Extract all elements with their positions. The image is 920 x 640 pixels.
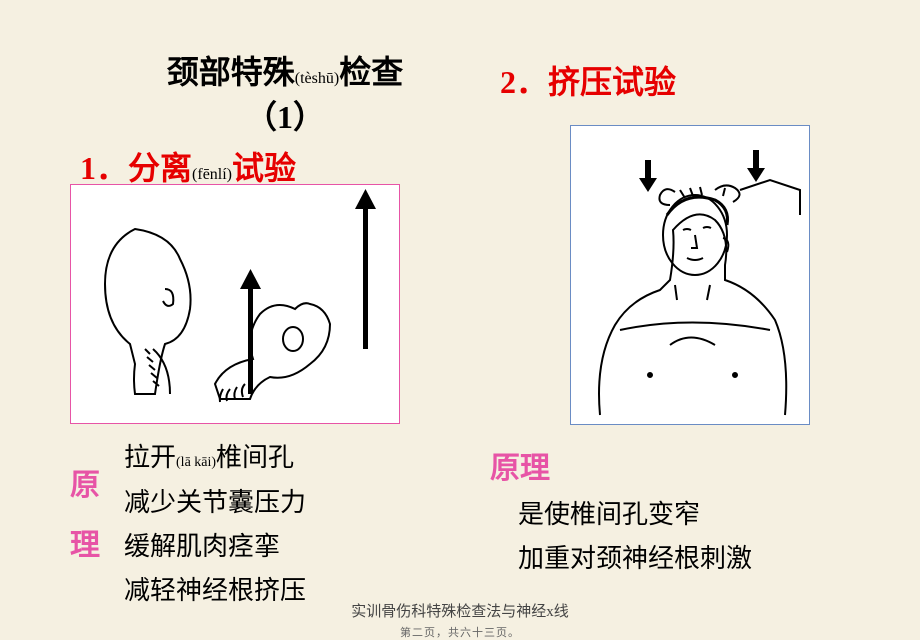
rp1: 是使椎间孔变窄 (518, 493, 890, 537)
p1-pinyin: (lā kāi) (176, 455, 216, 470)
footer-title: 实训骨伤科特殊检查法与神经x线 (0, 600, 920, 621)
right-column: 2．挤压试验 (490, 60, 890, 581)
footer-page: 第二页，共六十三页。 (0, 624, 920, 640)
illustration-separation (70, 184, 400, 424)
principle-char-1: 原 (70, 456, 100, 516)
title-mid: 特殊 (231, 54, 295, 90)
compression-test-svg (575, 130, 805, 420)
p1-a: 拉开 (124, 443, 176, 472)
illustration-compression (570, 125, 810, 425)
p1: 拉开(lā kāi)椎间孔 (124, 436, 306, 480)
h1-b: 试验 (232, 150, 296, 186)
left-column: 颈部特殊(tèshū)检查 （1） 1．分离(fēnlí)试验 (70, 50, 470, 613)
p2: 减少关节囊压力 (124, 481, 306, 525)
h1-a: 分离 (128, 150, 192, 186)
principle-label-left: 原 理 (70, 456, 100, 576)
h1-pinyin: (fēnlí) (192, 166, 232, 183)
title-pinyin: (tèshū) (295, 70, 339, 87)
title-pre: 颈部 (167, 54, 231, 90)
principle-label-right: 原理 (490, 443, 890, 487)
title-post-b: （1） (245, 99, 325, 135)
p1-b: 椎间孔 (216, 443, 294, 472)
title-post-a: 检查 (339, 54, 403, 90)
subheading-1: 1．分离(fēnlí)试验 (80, 146, 470, 191)
main-title: 颈部特殊(tèshū)检查 （1） (100, 50, 470, 140)
h1-num: 1． (80, 150, 128, 186)
principle-text-right: 是使椎间孔变窄 加重对颈神经根刺激 (518, 493, 890, 581)
principle-row-left: 原 理 拉开(lā kāi)椎间孔 减少关节囊压力 缓解肌肉痉挛 减轻神经根挤压 (70, 436, 470, 613)
principle-char-2: 理 (70, 516, 100, 576)
rp2: 加重对颈神经根刺激 (518, 537, 890, 581)
p3: 缓解肌肉痉挛 (124, 525, 306, 569)
principle-text-left: 拉开(lā kāi)椎间孔 减少关节囊压力 缓解肌肉痉挛 减轻神经根挤压 (124, 436, 306, 613)
separation-test-svg (75, 189, 395, 419)
subheading-2: 2．挤压试验 (500, 60, 890, 105)
